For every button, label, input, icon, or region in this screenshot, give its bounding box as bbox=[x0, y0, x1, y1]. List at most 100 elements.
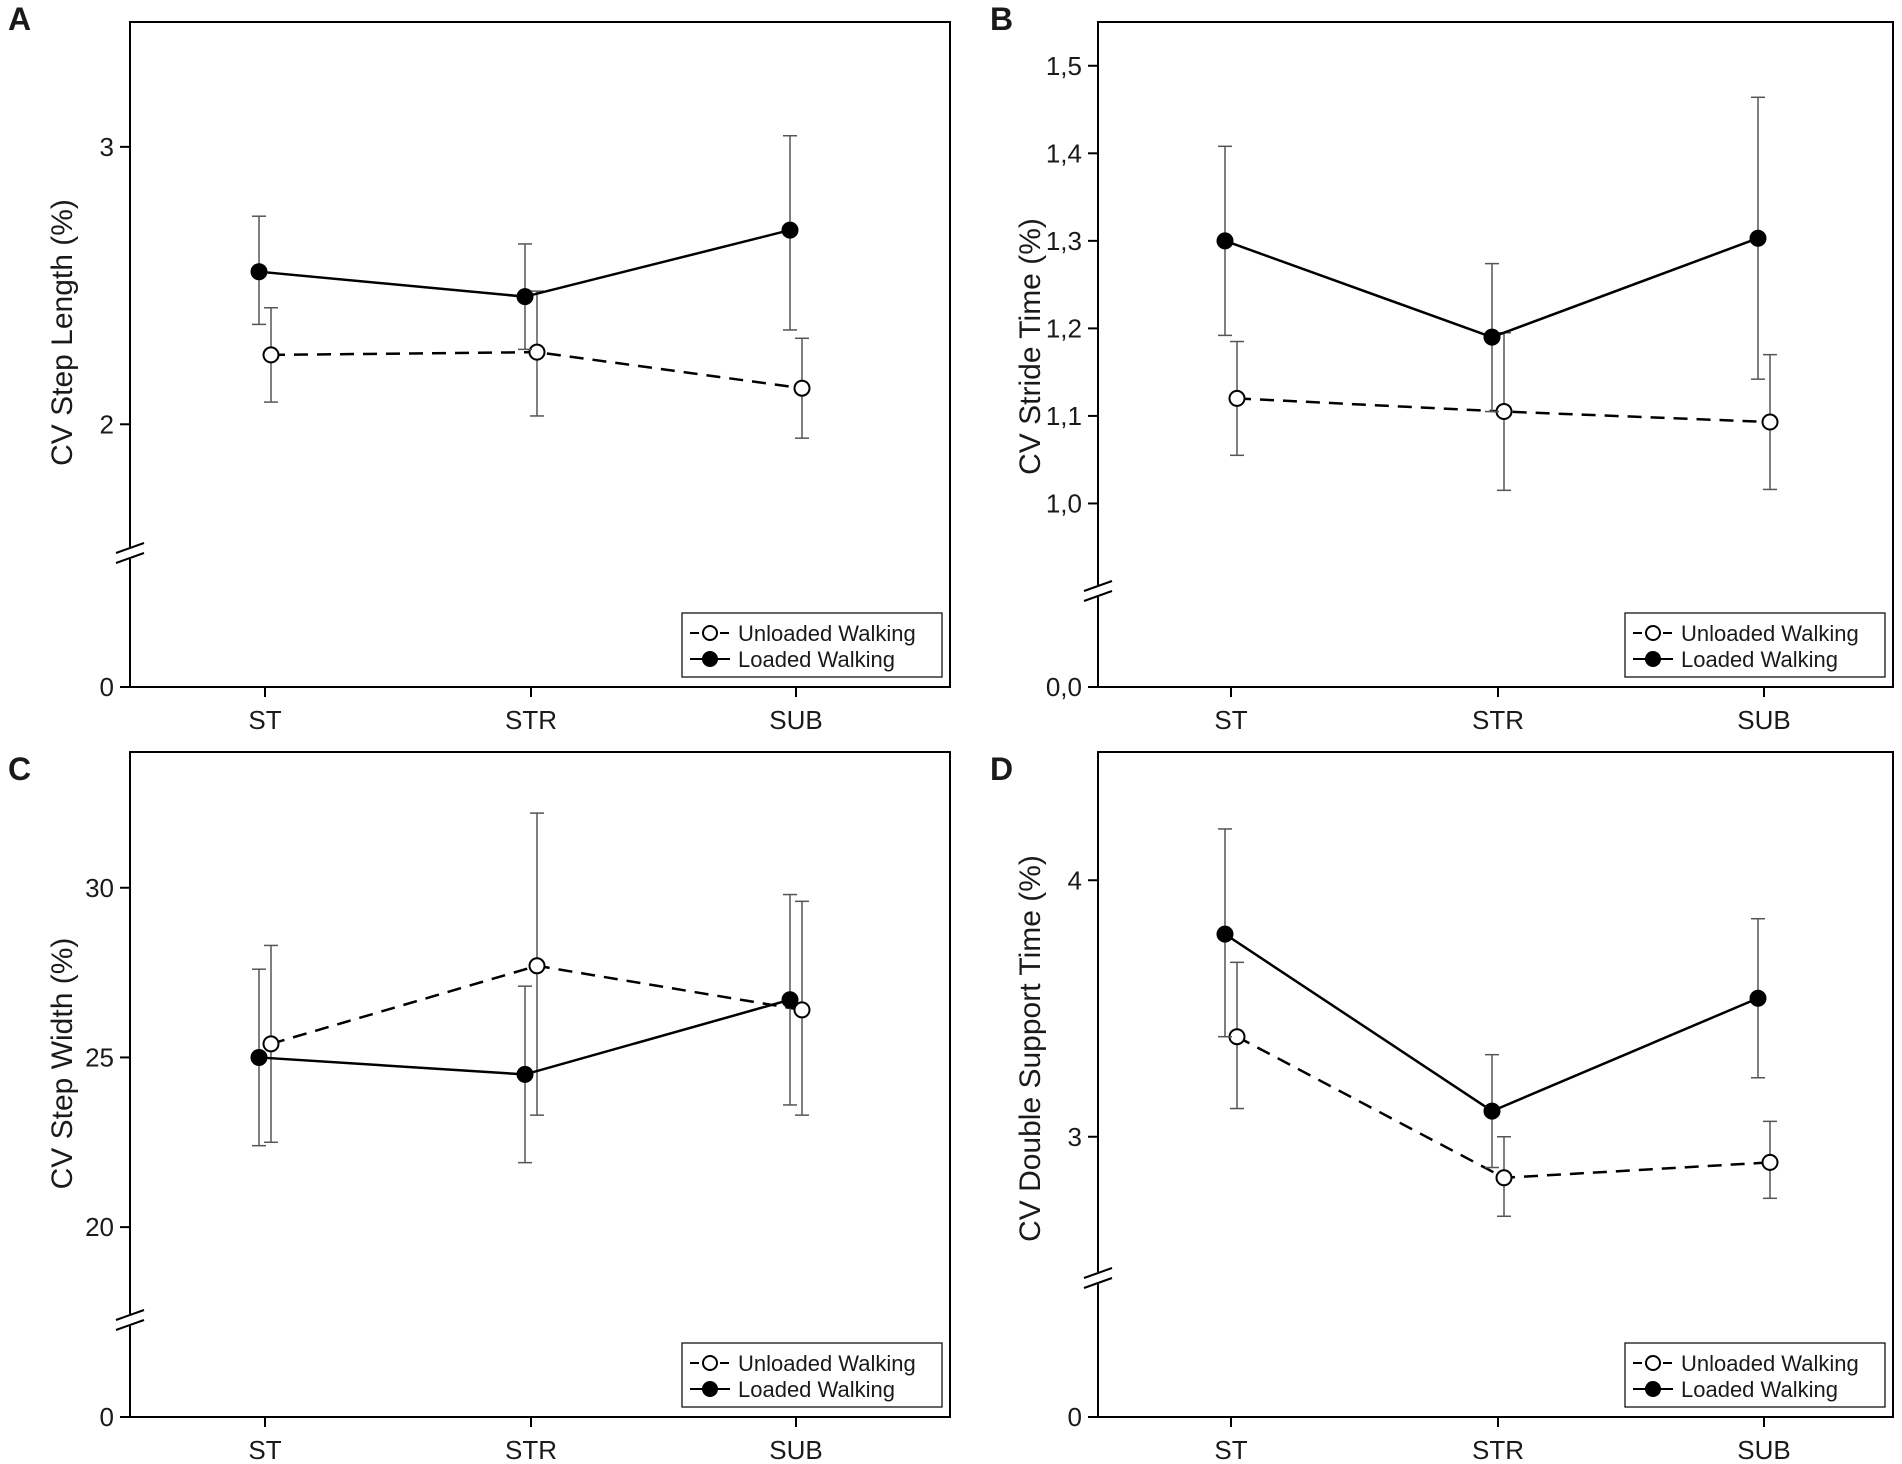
point-loaded bbox=[1216, 232, 1234, 250]
x-tick-label: SUB bbox=[1737, 705, 1790, 735]
x-tick-label: STR bbox=[1472, 1435, 1524, 1464]
point-unloaded bbox=[1495, 1169, 1513, 1187]
series-unloaded bbox=[262, 812, 811, 1144]
y-tick-label: 1,1 bbox=[1046, 401, 1082, 431]
point-loaded bbox=[1483, 1102, 1501, 1120]
point-unloaded bbox=[528, 957, 546, 975]
y-tick-label: 0 bbox=[100, 1402, 114, 1432]
y-tick-label: 0,0 bbox=[1046, 672, 1082, 702]
legend-unloaded: Unloaded Walking bbox=[1681, 621, 1859, 646]
axis-break-mark bbox=[1083, 590, 1113, 602]
point-loaded bbox=[250, 263, 268, 281]
x-tick-label: ST bbox=[1214, 1435, 1247, 1464]
point-loaded bbox=[1216, 925, 1234, 943]
y-axis-label: CV Step Length (%) bbox=[46, 199, 79, 466]
panel-letter: A bbox=[8, 1, 31, 37]
legend-box bbox=[1624, 612, 1886, 678]
y-tick-label: 1,4 bbox=[1046, 138, 1082, 168]
legend-unloaded: Unloaded Walking bbox=[1681, 1351, 1859, 1376]
y-axis-label: CV Stride Time (%) bbox=[1014, 218, 1047, 475]
y-tick-label: 20 bbox=[85, 1212, 114, 1242]
plot-frame bbox=[1097, 751, 1894, 1418]
legend-marker bbox=[702, 651, 718, 667]
y-tick-label: 0 bbox=[100, 672, 114, 702]
y-tick-label: 1,5 bbox=[1046, 51, 1082, 81]
point-loaded bbox=[1749, 229, 1767, 247]
point-loaded bbox=[781, 991, 799, 1009]
point-unloaded bbox=[1228, 389, 1246, 407]
series-loaded bbox=[1216, 96, 1767, 413]
legend-marker bbox=[702, 1381, 718, 1397]
legend-loaded: Loaded Walking bbox=[738, 647, 895, 672]
point-loaded bbox=[1749, 989, 1767, 1007]
legend-marker bbox=[1645, 651, 1661, 667]
point-loaded bbox=[1483, 328, 1501, 346]
y-axis-label: CV Step Width (%) bbox=[46, 938, 79, 1190]
panel-letter: B bbox=[990, 1, 1013, 37]
series-loaded bbox=[250, 893, 799, 1164]
x-tick-label: STR bbox=[505, 705, 557, 735]
point-unloaded bbox=[1761, 413, 1779, 431]
legend-box bbox=[681, 1342, 943, 1408]
x-tick-label: ST bbox=[1214, 705, 1247, 735]
y-tick-label: 0 bbox=[1068, 1402, 1082, 1432]
y-tick-label: 1,3 bbox=[1046, 226, 1082, 256]
legend-unloaded: Unloaded Walking bbox=[738, 621, 916, 646]
axis-break-mark bbox=[1083, 580, 1113, 592]
legend-marker bbox=[1645, 1355, 1661, 1371]
point-unloaded bbox=[793, 1001, 811, 1019]
point-loaded bbox=[516, 1065, 534, 1083]
series-unloaded bbox=[262, 290, 811, 439]
legend-box bbox=[1624, 1342, 1886, 1408]
series-unloaded bbox=[1228, 332, 1779, 492]
x-tick-label: STR bbox=[505, 1435, 557, 1464]
x-tick-label: STR bbox=[1472, 705, 1524, 735]
panel-a: A 0 2 3 ST STR SUB CV Step Length (%) Unloaded W… bbox=[8, 1, 951, 735]
x-tick-label: SUB bbox=[1737, 1435, 1790, 1464]
x-tick-label: SUB bbox=[769, 705, 822, 735]
axis-break-mark bbox=[115, 542, 145, 554]
point-loaded bbox=[516, 288, 534, 306]
point-loaded bbox=[781, 221, 799, 239]
axis-break-mark bbox=[1083, 1277, 1113, 1289]
point-unloaded bbox=[1761, 1153, 1779, 1171]
legend-marker bbox=[1645, 625, 1661, 641]
y-tick-label: 3 bbox=[100, 132, 114, 162]
legend-marker bbox=[1645, 1381, 1661, 1397]
y-tick-label: 30 bbox=[85, 873, 114, 903]
panel-letter: C bbox=[8, 751, 31, 787]
point-unloaded bbox=[793, 379, 811, 397]
point-unloaded bbox=[262, 1035, 280, 1053]
y-tick-label: 2 bbox=[100, 409, 114, 439]
x-tick-label: ST bbox=[248, 705, 281, 735]
plot-frame bbox=[1097, 21, 1894, 688]
plot-frame bbox=[129, 751, 951, 1418]
y-tick-label: 3 bbox=[1068, 1122, 1082, 1152]
axis-break-mark bbox=[115, 552, 145, 564]
y-tick-label: 4 bbox=[1068, 865, 1082, 895]
point-loaded bbox=[250, 1048, 268, 1066]
panel-c: C 0 20 25 30 ST STR SUB CV Step Width (%) Unloade… bbox=[8, 751, 951, 1464]
panel-letter: D bbox=[990, 751, 1013, 787]
panel-d: D 0 3 4 ST STR SUB CV Double Support Time (%) Un… bbox=[990, 751, 1894, 1464]
series-loaded bbox=[250, 134, 799, 351]
legend-loaded: Loaded Walking bbox=[1681, 647, 1838, 672]
point-unloaded bbox=[528, 343, 546, 361]
y-tick-label: 1,2 bbox=[1046, 313, 1082, 343]
plot-frame bbox=[129, 21, 951, 688]
legend-unloaded: Unloaded Walking bbox=[738, 1351, 916, 1376]
series-unloaded bbox=[1228, 961, 1779, 1218]
x-tick-label: SUB bbox=[769, 1435, 822, 1464]
legend-marker bbox=[702, 1355, 718, 1371]
legend-marker bbox=[702, 625, 718, 641]
x-tick-label: ST bbox=[248, 1435, 281, 1464]
y-tick-label: 25 bbox=[85, 1042, 114, 1072]
y-tick-label: 1,0 bbox=[1046, 488, 1082, 518]
axis-break-mark bbox=[115, 1319, 145, 1331]
legend-loaded: Loaded Walking bbox=[738, 1377, 895, 1402]
axis-break-mark bbox=[115, 1309, 145, 1321]
